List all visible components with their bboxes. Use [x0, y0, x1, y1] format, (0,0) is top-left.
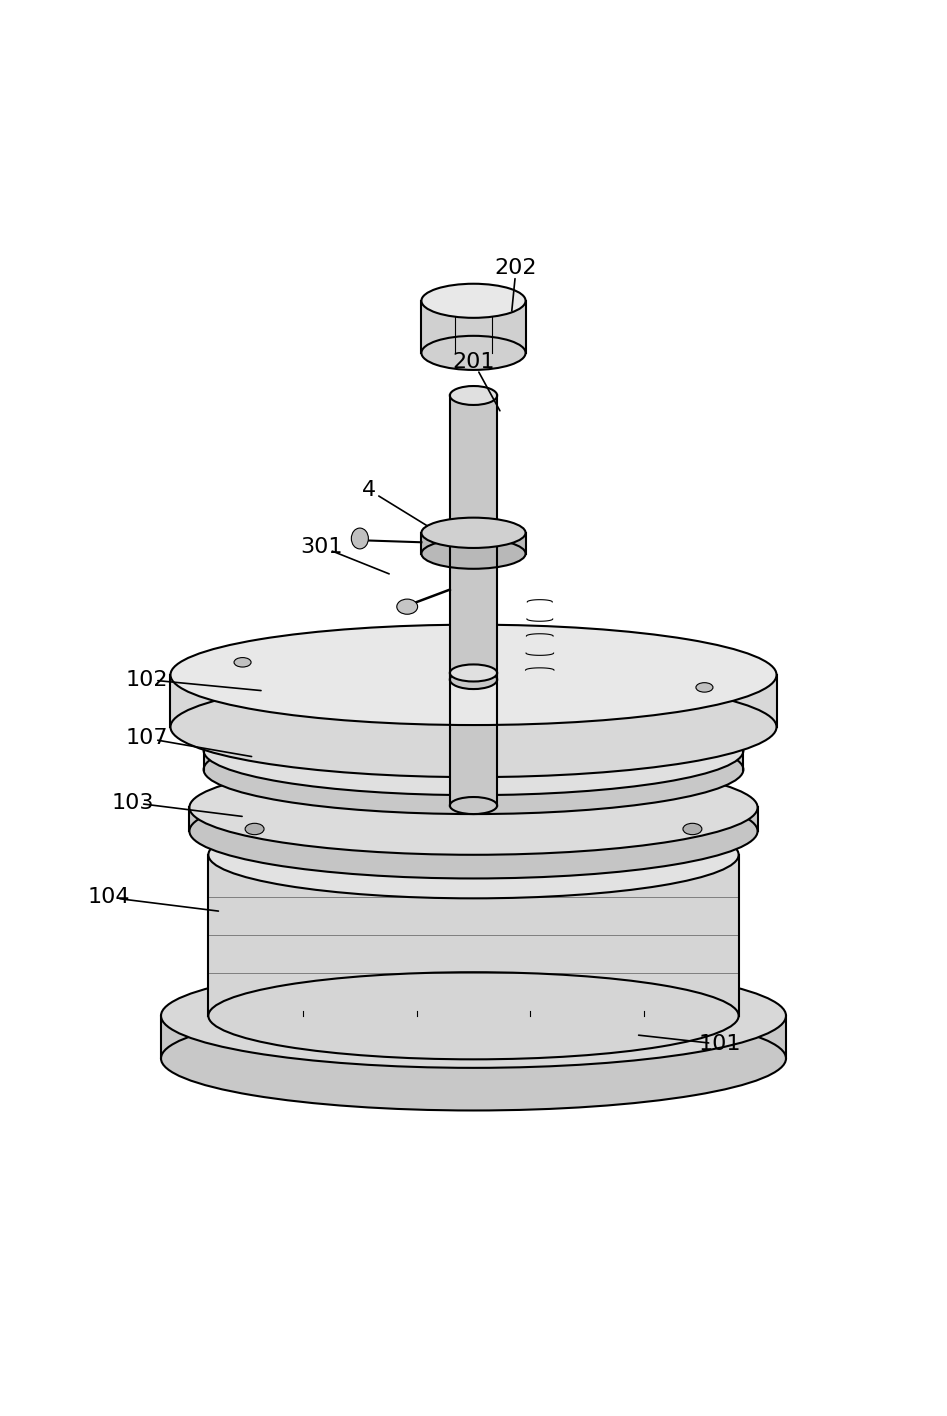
- Text: 101: 101: [699, 1034, 741, 1054]
- Ellipse shape: [696, 683, 713, 692]
- Ellipse shape: [170, 677, 777, 777]
- Polygon shape: [450, 395, 497, 680]
- Ellipse shape: [421, 538, 526, 569]
- Ellipse shape: [189, 784, 758, 878]
- Polygon shape: [170, 675, 777, 726]
- Polygon shape: [189, 807, 758, 831]
- Text: 301: 301: [301, 537, 343, 556]
- Ellipse shape: [450, 387, 497, 405]
- Ellipse shape: [421, 336, 526, 370]
- Ellipse shape: [245, 823, 264, 834]
- Ellipse shape: [450, 797, 497, 814]
- Ellipse shape: [208, 811, 739, 898]
- Ellipse shape: [204, 725, 743, 814]
- Ellipse shape: [421, 518, 526, 548]
- Ellipse shape: [189, 760, 758, 855]
- Text: 201: 201: [453, 353, 494, 372]
- Text: 107: 107: [126, 728, 168, 748]
- Polygon shape: [450, 673, 497, 806]
- Ellipse shape: [450, 670, 497, 690]
- Ellipse shape: [170, 624, 777, 725]
- Ellipse shape: [683, 823, 702, 834]
- Text: 4: 4: [363, 480, 376, 500]
- Polygon shape: [421, 532, 526, 554]
- Ellipse shape: [204, 707, 743, 796]
- Ellipse shape: [397, 599, 418, 615]
- Polygon shape: [161, 1015, 786, 1058]
- Text: 104: 104: [88, 888, 130, 908]
- Polygon shape: [421, 300, 526, 353]
- Text: 202: 202: [495, 258, 537, 278]
- Ellipse shape: [234, 657, 251, 667]
- Polygon shape: [208, 855, 739, 1015]
- Ellipse shape: [161, 964, 786, 1068]
- Ellipse shape: [208, 973, 739, 1059]
- Text: 102: 102: [126, 670, 168, 690]
- Ellipse shape: [351, 528, 368, 549]
- Ellipse shape: [161, 1007, 786, 1110]
- Text: 103: 103: [112, 793, 153, 813]
- Ellipse shape: [421, 283, 526, 317]
- Polygon shape: [204, 750, 743, 769]
- Ellipse shape: [450, 664, 497, 681]
